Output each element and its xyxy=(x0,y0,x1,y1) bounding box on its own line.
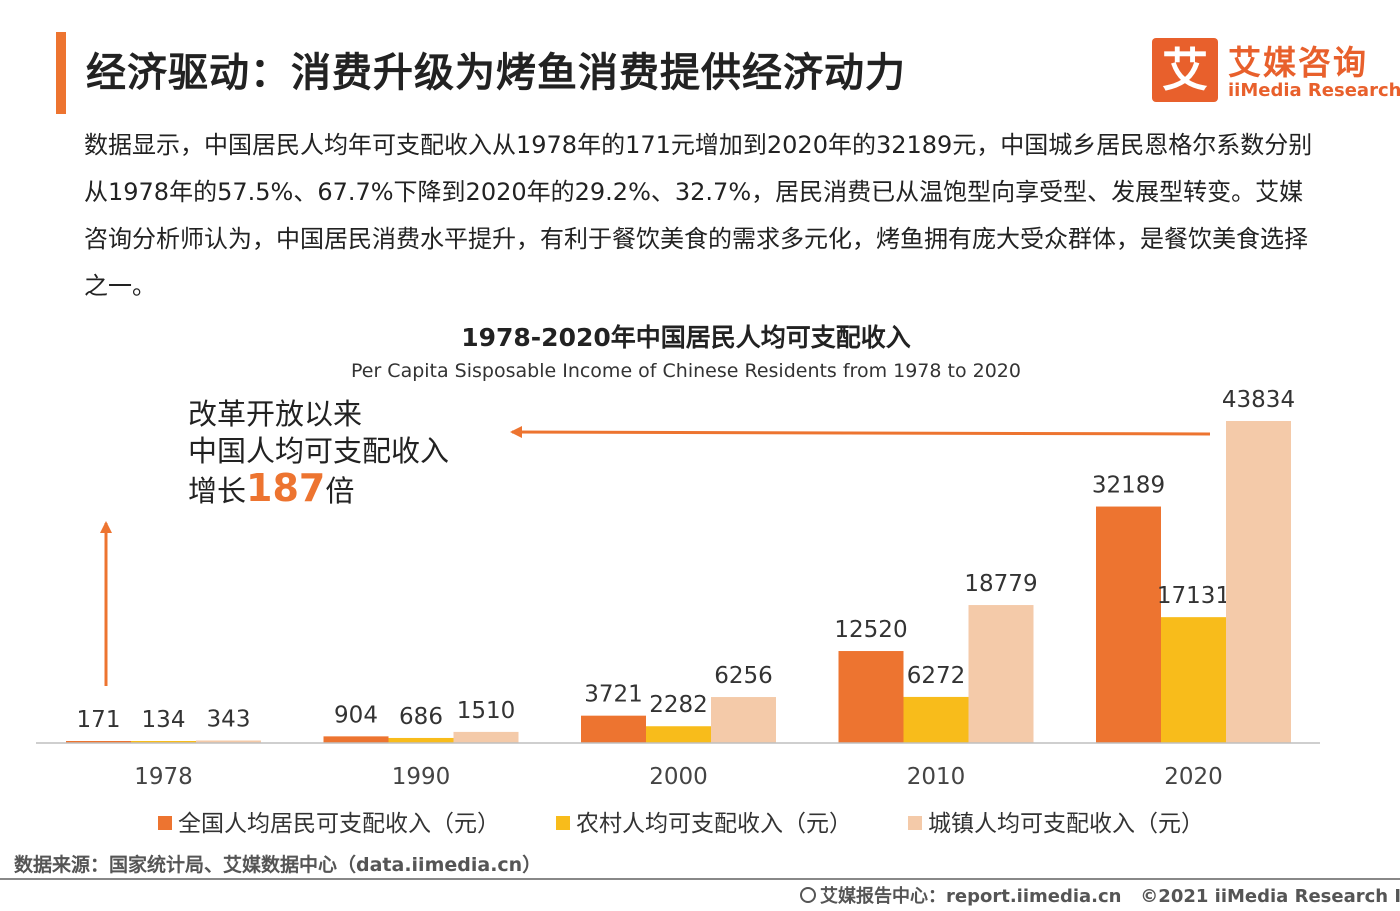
data-source: 数据来源：国家统计局、艾媒数据中心（data.iimedia.cn） xyxy=(14,854,542,876)
logo-cn-text: 艾媒咨询 xyxy=(1228,43,1368,82)
x-tick-label-2000: 2000 xyxy=(649,764,708,790)
data-label-2010-s1: 6272 xyxy=(907,663,966,689)
bar-2000-s1 xyxy=(646,726,711,743)
legend-item-national: 全国人均居民可支配收入（元） xyxy=(158,804,500,838)
chart-subtitle: Per Capita Sisposable Income of Chinese … xyxy=(350,360,1021,382)
footer-divider xyxy=(0,878,1400,880)
x-tick-label-1990: 1990 xyxy=(392,764,451,790)
annotation-line-2: 中国人均可支配收入 xyxy=(188,434,450,468)
data-label-2000-s1: 2282 xyxy=(649,692,708,718)
bar-2010-s0 xyxy=(838,651,904,743)
legend-swatch-rural xyxy=(556,815,570,830)
growth-annotation: 改革开放以来 中国人均可支配收入 增长187倍 xyxy=(188,396,449,510)
legend-label-rural: 农村人均可支配收入（元） xyxy=(576,811,852,837)
data-label-2020-s2: 43834 xyxy=(1222,387,1295,413)
data-label-2000-s2: 6256 xyxy=(714,663,773,689)
legend-swatch-urban xyxy=(908,815,922,830)
data-label-1978-s1: 134 xyxy=(142,707,186,733)
chart-title: 1978-2020年中国居民人均可支配收入 xyxy=(461,323,911,352)
data-label-1978-s2: 343 xyxy=(207,706,251,732)
legend-label-urban: 城镇人均可支配收入（元） xyxy=(928,811,1204,837)
logo-en-text: iiMedia Research xyxy=(1228,80,1400,101)
bar-2020-s2 xyxy=(1226,421,1291,743)
page-title: 经济驱动：消费升级为烤鱼消费提供经济动力 xyxy=(86,50,906,96)
description-paragraph: 数据显示，中国居民人均年可支配收入从1978年的171元增加到2020年的321… xyxy=(84,131,1313,300)
bar-1978-s0 xyxy=(66,741,131,743)
bar-1990-s1 xyxy=(388,737,454,743)
legend-item-rural: 农村人均可支配收入（元） xyxy=(556,804,852,838)
data-label-1990-s1: 686 xyxy=(399,704,443,730)
annotation-line-1: 改革开放以来 xyxy=(188,397,363,431)
data-label-1990-s2: 1510 xyxy=(457,698,516,724)
bar-1978-s1 xyxy=(131,741,196,743)
iimedia-logo: 艾 艾媒咨询 iiMedia Research xyxy=(1152,38,1400,108)
annotation-line-3: 增长187倍 xyxy=(188,469,449,510)
data-label-2000-s0: 3721 xyxy=(584,682,643,708)
globe-icon xyxy=(800,887,816,903)
bar-1990-s0 xyxy=(323,736,389,743)
data-label-1990-s0: 904 xyxy=(334,702,378,728)
logo-mark: 艾 xyxy=(1152,38,1218,102)
data-label-2010-s2: 18779 xyxy=(964,571,1037,597)
legend-label-national: 全国人均居民可支配收入（元） xyxy=(178,811,500,837)
bar-2000-s2 xyxy=(711,697,776,743)
bar-2010-s1 xyxy=(903,696,969,743)
growth-arrow-horizontal xyxy=(510,426,1211,439)
title-accent-bar xyxy=(56,32,66,114)
footer-report: 艾媒报告中心：report.iimedia.cn xyxy=(820,886,1122,907)
bar-2020-s0 xyxy=(1096,506,1161,743)
bar-2000-s0 xyxy=(581,715,646,743)
bar-2020-s1 xyxy=(1161,617,1226,743)
x-tick-label-2020: 2020 xyxy=(1164,764,1223,790)
bar-1990-s2 xyxy=(453,731,519,743)
x-tick-label-2010: 2010 xyxy=(907,764,966,790)
data-label-2020-s0: 32189 xyxy=(1092,473,1165,499)
growth-multiple: 187 xyxy=(246,466,326,510)
x-tick-label-1978: 1978 xyxy=(134,764,193,790)
footer-copyright: ©2021 iiMedia Research Inc xyxy=(1140,886,1400,907)
bar-1978-s2 xyxy=(196,740,261,743)
footer: 艾媒报告中心：report.iimedia.cn ©2021 iiMedia R… xyxy=(800,882,1400,908)
annotation-pre: 增长 xyxy=(188,474,247,508)
legend-item-urban: 城镇人均可支配收入（元） xyxy=(908,804,1204,838)
data-label-1978-s0: 171 xyxy=(77,707,121,733)
annotation-post: 倍 xyxy=(325,474,355,508)
bar-2010-s2 xyxy=(968,605,1034,743)
data-label-2010-s0: 12520 xyxy=(834,617,907,643)
data-label-2020-s1: 17131 xyxy=(1157,583,1230,609)
legend-swatch-national xyxy=(158,815,172,830)
